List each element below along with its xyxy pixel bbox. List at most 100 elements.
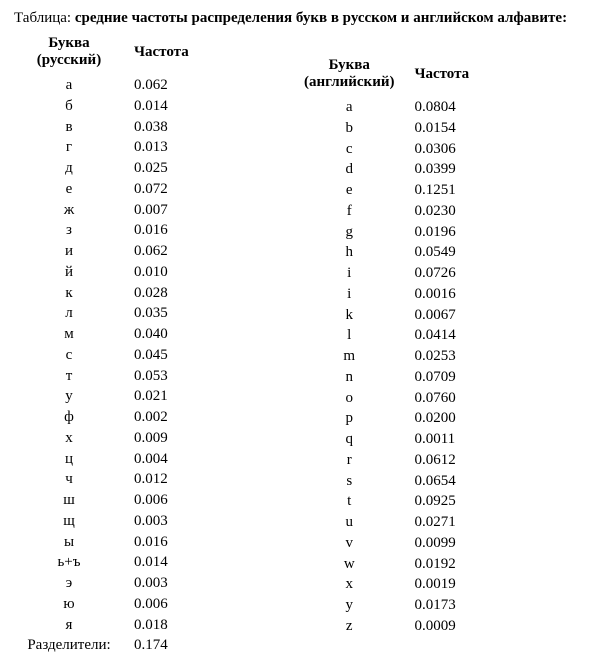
table-row: с0.045 — [14, 345, 234, 366]
english-freq: 0.0654 — [404, 471, 514, 492]
english-letter: y — [294, 595, 404, 616]
english-letter: i — [294, 263, 404, 284]
russian-freq: 0.010 — [124, 262, 234, 283]
english-freq: 0.0230 — [404, 201, 514, 222]
russian-freq: 0.174 — [124, 635, 234, 656]
russian-letter: ш — [14, 490, 124, 511]
table-row: h0.0549 — [294, 242, 514, 263]
russian-freq: 0.002 — [124, 407, 234, 428]
table-row: e0.1251 — [294, 180, 514, 201]
table-row: ш0.006 — [14, 490, 234, 511]
table-row: х0.009 — [14, 428, 234, 449]
table-row: ю0.006 — [14, 594, 234, 615]
english-freq: 0.0011 — [404, 429, 514, 450]
table-row: г0.013 — [14, 137, 234, 158]
table-row: и0.062 — [14, 241, 234, 262]
english-freq: 0.0306 — [404, 139, 514, 160]
table-row: n0.0709 — [294, 367, 514, 388]
table-row: a0.0804 — [294, 97, 514, 118]
table-row: z0.0009 — [294, 616, 514, 637]
english-letter: u — [294, 512, 404, 533]
table-row: u0.0271 — [294, 512, 514, 533]
table-row: d0.0399 — [294, 159, 514, 180]
english-letter: x — [294, 574, 404, 595]
title-suffix: : — [562, 10, 567, 26]
russian-freq: 0.016 — [124, 220, 234, 241]
table-row: x0.0019 — [294, 574, 514, 595]
russian-letter: т — [14, 366, 124, 387]
table-row: i0.0726 — [294, 263, 514, 284]
english-freq: 0.0612 — [404, 450, 514, 471]
english-letter: l — [294, 325, 404, 346]
russian-freq: 0.045 — [124, 345, 234, 366]
russian-freq: 0.003 — [124, 511, 234, 532]
english-freq: 0.0549 — [404, 242, 514, 263]
table-row: b0.0154 — [294, 118, 514, 139]
table-row: Разделители:0.174 — [14, 635, 234, 656]
russian-letter: э — [14, 573, 124, 594]
russian-letter: е — [14, 179, 124, 200]
table-row: c0.0306 — [294, 139, 514, 160]
table-row: я0.018 — [14, 615, 234, 636]
russian-letter: б — [14, 96, 124, 117]
english-letter: w — [294, 554, 404, 575]
table-row: э0.003 — [14, 573, 234, 594]
russian-freq: 0.006 — [124, 490, 234, 511]
table-row: q0.0011 — [294, 429, 514, 450]
table-row: ы0.016 — [14, 532, 234, 553]
english-freq: 0.0016 — [404, 284, 514, 305]
russian-freq: 0.006 — [124, 594, 234, 615]
russian-letter: м — [14, 324, 124, 345]
table-row: е0.072 — [14, 179, 234, 200]
russian-freq: 0.012 — [124, 469, 234, 490]
russian-letter: ц — [14, 449, 124, 470]
russian-letter: г — [14, 137, 124, 158]
russian-freq: 0.004 — [124, 449, 234, 470]
table-row: w0.0192 — [294, 554, 514, 575]
russian-letter: Разделители: — [14, 635, 124, 656]
russian-letter: в — [14, 117, 124, 138]
english-freq: 0.0253 — [404, 346, 514, 367]
table-row: з0.016 — [14, 220, 234, 241]
english-freq: 0.0200 — [404, 408, 514, 429]
russian-letter: ь+ъ — [14, 552, 124, 573]
table-row: т0.053 — [14, 366, 234, 387]
russian-letter: й — [14, 262, 124, 283]
english-letter: b — [294, 118, 404, 139]
russian-freq: 0.062 — [124, 241, 234, 262]
russian-header-freq: Частота — [124, 33, 234, 75]
english-letter: k — [294, 305, 404, 326]
table-title: Таблица: средние частоты распределения б… — [14, 10, 586, 27]
table-row: ь+ъ0.014 — [14, 552, 234, 573]
english-freq: 0.0760 — [404, 388, 514, 409]
russian-letter: я — [14, 615, 124, 636]
table-row: t0.0925 — [294, 491, 514, 512]
russian-letter: щ — [14, 511, 124, 532]
russian-header-letter: Буква (русский) — [14, 33, 124, 75]
english-freq: 0.0154 — [404, 118, 514, 139]
russian-letter: ы — [14, 532, 124, 553]
english-letter: h — [294, 242, 404, 263]
title-label: Таблица: — [14, 10, 71, 26]
english-letter: q — [294, 429, 404, 450]
russian-freq: 0.003 — [124, 573, 234, 594]
english-letter: a — [294, 97, 404, 118]
russian-letter: х — [14, 428, 124, 449]
russian-letter: ж — [14, 200, 124, 221]
russian-letter: д — [14, 158, 124, 179]
table-row: л0.035 — [14, 303, 234, 324]
russian-freq: 0.062 — [124, 75, 234, 96]
table-row: s0.0654 — [294, 471, 514, 492]
english-freq: 0.0726 — [404, 263, 514, 284]
english-letter: i — [294, 284, 404, 305]
table-row: g0.0196 — [294, 222, 514, 243]
table-row: p0.0200 — [294, 408, 514, 429]
table-row: м0.040 — [14, 324, 234, 345]
russian-freq: 0.035 — [124, 303, 234, 324]
english-freq: 0.0804 — [404, 97, 514, 118]
table-row: а0.062 — [14, 75, 234, 96]
russian-freq: 0.007 — [124, 200, 234, 221]
english-letter: p — [294, 408, 404, 429]
english-freq: 0.0399 — [404, 159, 514, 180]
russian-freq: 0.013 — [124, 137, 234, 158]
